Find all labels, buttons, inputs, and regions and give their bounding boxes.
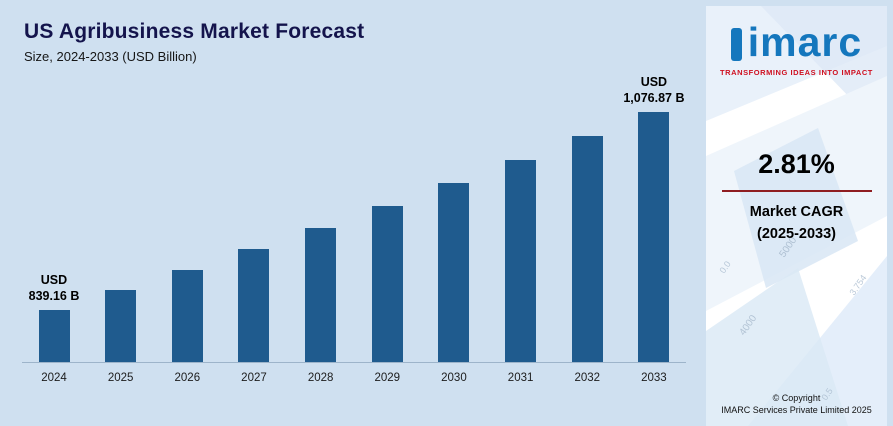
x-tick-2025: 2025 xyxy=(107,372,134,384)
cagr-divider xyxy=(721,190,872,192)
x-tick-2029: 2029 xyxy=(374,372,401,384)
bar-group-2027 xyxy=(222,249,286,362)
bar-2025 xyxy=(105,290,137,362)
x-tick-2030: 2030 xyxy=(441,372,467,384)
bar-group-2031 xyxy=(489,160,553,362)
x-tick-2028: 2028 xyxy=(307,372,334,384)
bar-2024 xyxy=(38,310,70,362)
cagr-value: 2.81% xyxy=(758,149,835,179)
bar-group-2029 xyxy=(355,206,419,362)
bar-2033 xyxy=(638,112,670,362)
bar-group-2030 xyxy=(422,183,486,362)
cagr-label-line2: (2025-2033) xyxy=(757,225,836,242)
x-tick-2033: 2033 xyxy=(641,372,667,384)
bar-group-2032 xyxy=(555,136,619,362)
copyright-line1: © Copyright xyxy=(772,392,821,403)
bars-row: USD 839.16 B USD 1,076.87 B xyxy=(22,75,686,363)
copyright: © Copyright IMARC Services Private Limit… xyxy=(706,392,887,417)
logo-mark-icon xyxy=(730,28,742,61)
logo-tagline: TRANSFORMING IDEAS INTO IMPACT xyxy=(720,68,873,77)
x-tick-2031: 2031 xyxy=(507,372,534,384)
x-tick-2024: 2024 xyxy=(41,372,67,384)
bar-2032 xyxy=(571,136,603,362)
bar-2029 xyxy=(371,206,403,362)
logo-wordmark: imarc xyxy=(747,19,863,65)
bar-value-label-2024: USD 839.16 B xyxy=(28,272,80,303)
bar-2026 xyxy=(171,270,203,362)
imarc-logo: imarc xyxy=(730,19,863,65)
x-tick-2032: 2032 xyxy=(574,372,601,384)
chart-subtitle: Size, 2024-2033 (USD Billion) xyxy=(24,49,197,64)
x-tick-2026: 2026 xyxy=(174,372,201,384)
bar-2030 xyxy=(438,183,470,362)
bar-group-2024: USD 839.16 B xyxy=(22,272,86,362)
page-title: US Agribusiness Market Forecast xyxy=(24,20,365,43)
bar-group-2028 xyxy=(289,228,353,362)
brand-panel: 5000 4000 3.754 0.0 0.5 imarc TRANSFORMI… xyxy=(706,6,887,426)
bar-value-label-2033: USD 1,076.87 B xyxy=(623,74,685,105)
x-axis-labels: 2024 2025 2026 2027 2028 2029 2030 2031 2032 2033 xyxy=(22,363,686,384)
brand-panel-content: imarc TRANSFORMING IDEAS INTO IMPACT 2.8… xyxy=(706,6,887,426)
bar-2028 xyxy=(305,228,337,362)
bar-group-2025 xyxy=(89,290,153,362)
bar-2027 xyxy=(238,249,270,362)
bar-2031 xyxy=(505,160,537,362)
cagr-label-line1: Market CAGR xyxy=(749,204,844,220)
bar-chart: USD 839.16 B USD 1,076.87 B 2024 2025 2026 202… xyxy=(22,75,686,384)
cagr-label: Market CAGR (2025-2033) xyxy=(750,202,843,246)
chart-panel: US Agribusiness Market Forecast Size, 20… xyxy=(22,20,686,384)
bar-group-2026 xyxy=(155,270,219,362)
bar-group-2033: USD 1,076.87 B xyxy=(622,74,686,362)
x-tick-2027: 2027 xyxy=(241,372,267,384)
copyright-line2: IMARC Services Private Limited 2025 xyxy=(721,405,872,416)
